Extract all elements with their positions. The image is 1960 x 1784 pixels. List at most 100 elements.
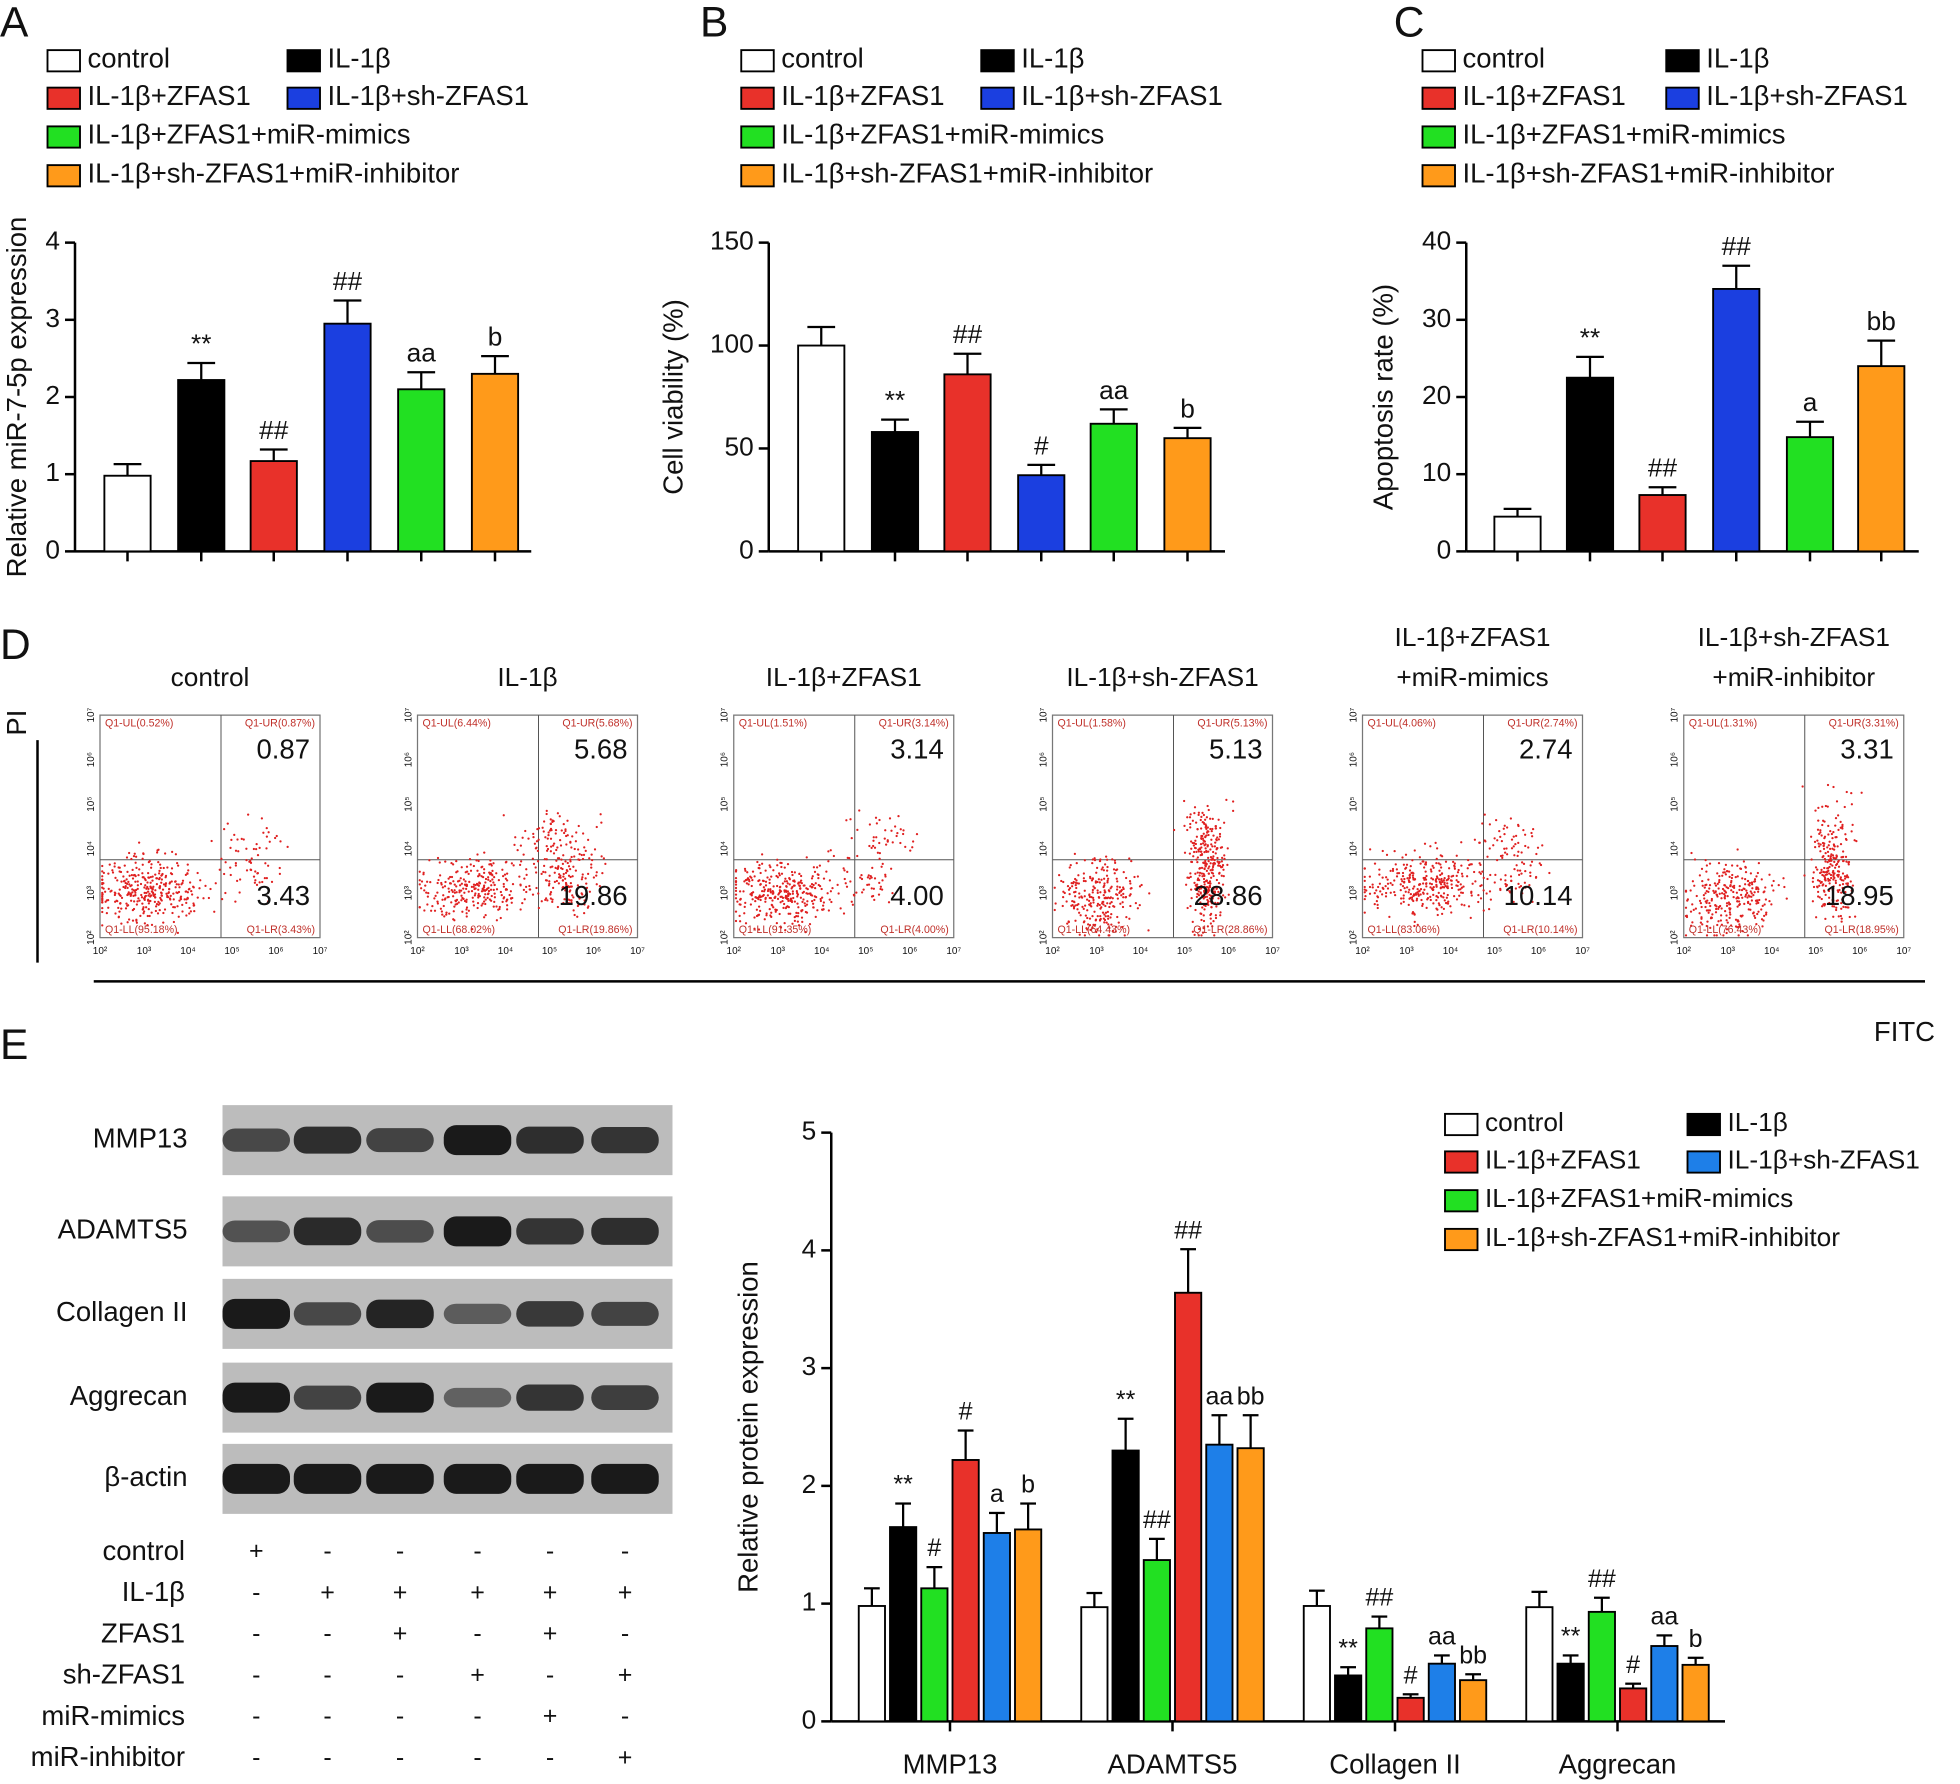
event-dot: [148, 908, 150, 910]
treatment-sign: -: [396, 1537, 404, 1565]
event-dot: [1129, 880, 1131, 882]
event-dot: [505, 861, 507, 863]
event-dot: [1696, 895, 1698, 897]
event-dot: [1481, 822, 1483, 824]
event-dot: [1201, 835, 1203, 837]
event-dot: [132, 877, 134, 879]
event-dot: [267, 865, 269, 867]
event-dot: [1717, 908, 1719, 910]
event-dot: [483, 872, 485, 874]
quadrant-label: Q1-UR(2.74%): [1507, 718, 1577, 730]
event-dot: [505, 878, 507, 880]
event-dot: [1836, 800, 1838, 802]
event-dot: [735, 890, 737, 892]
flow-y-tick: 10⁵: [1670, 796, 1681, 811]
event-dot: [788, 906, 790, 908]
event-dot: [550, 846, 552, 848]
event-dot: [1215, 825, 1217, 827]
event-dot: [1817, 879, 1819, 881]
event-dot: [251, 857, 253, 859]
panel-label: E: [0, 1022, 28, 1069]
event-dot: [1116, 880, 1118, 882]
event-dot: [820, 900, 822, 902]
event-dot: [421, 880, 423, 882]
y-axis-label: Relative protein expression: [732, 1261, 763, 1593]
event-dot: [144, 884, 146, 886]
event-dot: [804, 905, 806, 907]
event-dot: [1753, 891, 1755, 893]
event-dot: [892, 841, 894, 843]
event-dot: [830, 849, 832, 851]
event-dot: [1831, 833, 1833, 835]
event-dot: [1414, 921, 1416, 923]
event-dot: [1835, 854, 1837, 856]
event-dot: [165, 885, 167, 887]
event-dot: [1827, 870, 1829, 872]
event-dot: [1067, 885, 1069, 887]
protein-label: Collagen II: [56, 1296, 187, 1327]
event-dot: [1194, 840, 1196, 842]
event-dot: [185, 898, 187, 900]
event-dot: [1431, 883, 1433, 885]
event-dot: [754, 900, 756, 902]
event-dot: [1461, 903, 1463, 905]
event-dot: [120, 907, 122, 909]
event-dot: [471, 886, 473, 888]
event-dot: [1141, 884, 1143, 886]
event-dot: [904, 846, 906, 848]
event-dot: [164, 908, 166, 910]
event-dot: [744, 906, 746, 908]
event-dot: [1723, 893, 1725, 895]
flow-x-tick: 10²: [93, 946, 108, 957]
event-dot: [498, 879, 500, 881]
event-dot: [591, 853, 593, 855]
significance-label: ##: [1722, 231, 1752, 261]
event-dot: [168, 888, 170, 890]
event-dot: [426, 881, 428, 883]
event-dot: [884, 837, 886, 839]
event-dot: [155, 905, 157, 907]
event-dot: [1503, 848, 1505, 850]
event-dot: [593, 876, 595, 878]
event-dot: [1718, 887, 1720, 889]
event-dot: [782, 907, 784, 909]
event-dot: [440, 882, 442, 884]
event-dot: [1107, 918, 1109, 920]
event-dot: [735, 880, 737, 882]
event-dot: [1207, 851, 1209, 853]
event-dot: [1190, 861, 1192, 863]
event-dot: [789, 900, 791, 902]
event-dot: [1436, 847, 1438, 849]
blot-band: [223, 1299, 291, 1329]
event-dot: [1198, 814, 1200, 816]
event-dot: [861, 891, 863, 893]
event-dot: [843, 912, 845, 914]
event-dot: [1744, 883, 1746, 885]
event-dot: [1083, 880, 1085, 882]
event-dot: [1738, 897, 1740, 899]
event-dot: [1755, 900, 1757, 902]
event-dot: [1851, 803, 1853, 805]
event-dot: [1827, 855, 1829, 857]
event-dot: [191, 893, 193, 895]
event-dot: [145, 892, 147, 894]
event-dot: [156, 851, 158, 853]
event-dot: [753, 916, 755, 918]
event-dot: [1219, 833, 1221, 835]
event-dot: [1451, 883, 1453, 885]
event-dot: [1431, 888, 1433, 890]
event-dot: [543, 830, 545, 832]
event-dot: [133, 855, 135, 857]
event-dot: [1385, 895, 1387, 897]
event-dot: [792, 890, 794, 892]
bar: [1015, 1529, 1041, 1721]
event-dot: [770, 891, 772, 893]
event-dot: [542, 827, 544, 829]
event-dot: [1447, 885, 1449, 887]
event-dot: [158, 878, 160, 880]
event-dot: [453, 906, 455, 908]
event-dot: [464, 880, 466, 882]
event-dot: [739, 898, 741, 900]
event-dot: [480, 866, 482, 868]
event-dot: [816, 909, 818, 911]
